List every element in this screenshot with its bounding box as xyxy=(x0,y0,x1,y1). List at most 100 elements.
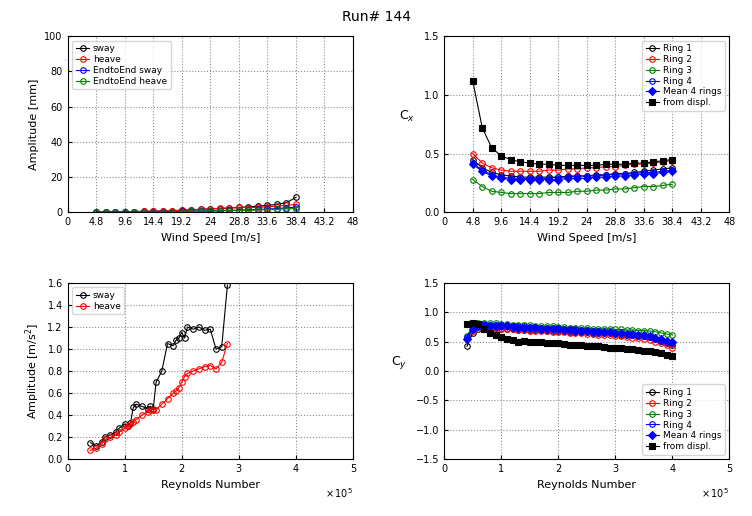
Ring 1 xyxy=(462,343,472,349)
Ring 2 xyxy=(497,326,506,332)
sway xyxy=(291,195,300,201)
Ring 4 xyxy=(506,175,515,182)
Ring 2 xyxy=(506,168,515,174)
Ring 4 xyxy=(582,327,591,333)
heave xyxy=(130,208,139,215)
Ring 4 xyxy=(650,336,660,342)
Ring 4 xyxy=(553,174,562,180)
EndtoEnd sway xyxy=(139,209,148,215)
Ring 1 xyxy=(650,336,660,342)
Ring 1 xyxy=(478,165,487,171)
sway xyxy=(223,282,232,288)
X-axis label: Reynolds Number: Reynolds Number xyxy=(161,480,259,490)
EndtoEnd sway xyxy=(92,209,101,215)
Ring 1 xyxy=(474,326,483,332)
Ring 4 xyxy=(668,341,677,347)
from displ. xyxy=(485,330,494,336)
from displ. xyxy=(668,353,677,360)
Ring 2 xyxy=(520,327,529,333)
Legend: Ring 1, Ring 2, Ring 3, Ring 4, Mean 4 rings, from displ.: Ring 1, Ring 2, Ring 3, Ring 4, Mean 4 r… xyxy=(642,384,725,455)
Ring 2 xyxy=(485,325,494,331)
from displ. xyxy=(649,159,658,165)
Mean 4 rings xyxy=(525,176,534,183)
Ring 2 xyxy=(588,331,597,337)
Mean 4 rings xyxy=(553,326,562,332)
EndtoEnd sway xyxy=(177,208,186,215)
Text: Run# 144: Run# 144 xyxy=(341,10,411,24)
Mean 4 rings xyxy=(480,322,489,329)
Ring 2 xyxy=(487,165,496,171)
Ring 1 xyxy=(553,174,562,180)
Line: EndtoEnd heave: EndtoEnd heave xyxy=(93,206,299,215)
Ring 1 xyxy=(656,337,666,344)
sway xyxy=(235,204,244,211)
Ring 3 xyxy=(497,189,506,196)
Ring 4 xyxy=(645,334,654,340)
Ring 3 xyxy=(537,322,546,329)
from displ. xyxy=(668,156,677,163)
Ring 3 xyxy=(516,190,525,197)
from displ. xyxy=(630,160,639,166)
EndtoEnd heave xyxy=(168,208,177,215)
Ring 1 xyxy=(525,327,534,333)
Mean 4 rings xyxy=(605,329,614,335)
Mean 4 rings xyxy=(487,173,496,179)
heave xyxy=(206,206,215,212)
EndtoEnd heave xyxy=(177,208,186,215)
Mean 4 rings xyxy=(525,325,534,331)
from displ. xyxy=(620,161,629,167)
Ring 1 xyxy=(514,327,523,333)
Mean 4 rings xyxy=(553,176,562,183)
Ring 1 xyxy=(520,327,529,333)
X-axis label: Wind Speed [m/s]: Wind Speed [m/s] xyxy=(161,233,260,243)
from displ. xyxy=(525,160,534,166)
from displ. xyxy=(594,343,603,349)
Ring 4 xyxy=(548,325,557,331)
EndtoEnd sway xyxy=(291,204,300,210)
Ring 2 xyxy=(535,168,544,174)
heave xyxy=(168,207,177,214)
sway xyxy=(253,203,262,209)
Ring 1 xyxy=(628,332,637,338)
heave xyxy=(139,208,148,215)
Ring 4 xyxy=(502,322,511,328)
Ring 3 xyxy=(605,326,614,332)
EndtoEnd heave xyxy=(158,209,167,215)
from displ. xyxy=(525,338,534,345)
from displ. xyxy=(468,320,478,326)
Ring 3 xyxy=(542,324,551,330)
Ring 4 xyxy=(525,175,534,182)
Ring 2 xyxy=(639,161,648,167)
Ring 1 xyxy=(617,332,626,338)
Ring 1 xyxy=(506,173,515,179)
Mean 4 rings xyxy=(468,161,478,167)
EndtoEnd heave xyxy=(253,207,262,213)
Mean 4 rings xyxy=(563,175,572,182)
from displ. xyxy=(588,343,597,349)
Ring 4 xyxy=(573,173,582,179)
Ring 4 xyxy=(468,324,478,330)
from displ. xyxy=(634,347,643,353)
Ring 4 xyxy=(535,175,544,182)
Legend: sway, heave, EndtoEnd sway, EndtoEnd heave: sway, heave, EndtoEnd sway, EndtoEnd hea… xyxy=(72,41,171,89)
Ring 3 xyxy=(559,324,569,330)
Ring 1 xyxy=(620,170,629,176)
from displ. xyxy=(656,350,666,357)
Mean 4 rings xyxy=(588,329,597,335)
Mean 4 rings xyxy=(639,170,648,176)
Ring 3 xyxy=(630,185,639,191)
Line: heave: heave xyxy=(93,202,299,215)
from displ. xyxy=(573,163,582,169)
sway xyxy=(92,209,101,215)
Ring 1 xyxy=(634,333,643,339)
EndtoEnd heave xyxy=(139,209,148,215)
from displ. xyxy=(553,163,562,169)
Ring 2 xyxy=(542,328,551,334)
EndtoEnd heave xyxy=(263,206,272,213)
heave xyxy=(223,341,232,347)
from displ. xyxy=(506,156,515,163)
Mean 4 rings xyxy=(468,326,478,332)
Ring 3 xyxy=(478,184,487,190)
Line: from displ.: from displ. xyxy=(464,320,675,359)
Y-axis label: C$_x$: C$_x$ xyxy=(399,109,415,124)
